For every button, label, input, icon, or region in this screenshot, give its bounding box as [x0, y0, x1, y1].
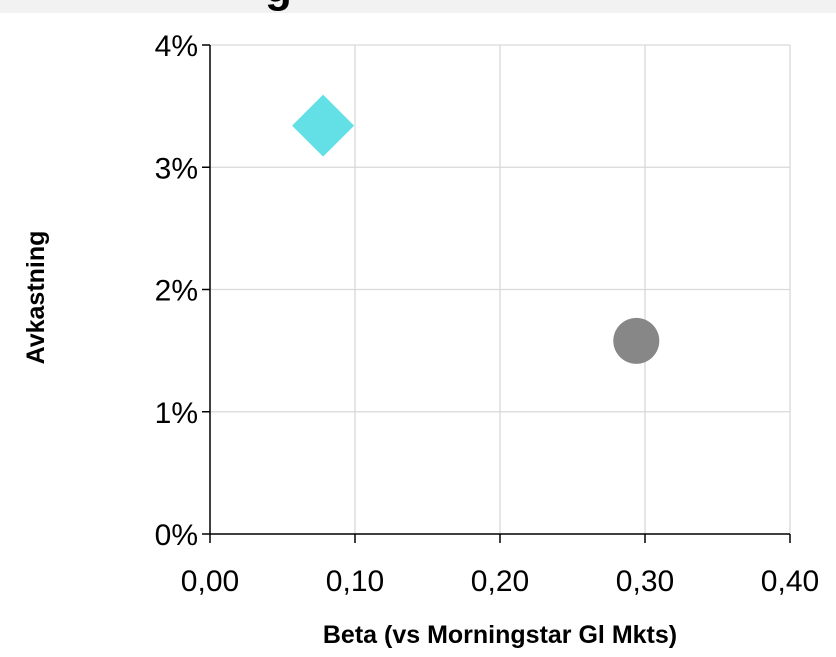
axes: [202, 44, 791, 543]
data-points: [292, 94, 660, 364]
diamond-data-point: [292, 94, 355, 157]
chart-title: g: [265, 0, 292, 10]
grid-lines: [210, 44, 791, 534]
x-tick-label: 0,10: [326, 565, 384, 598]
y-tick-label: 4%: [155, 30, 198, 63]
x-tick-label: 0,00: [181, 565, 239, 598]
x-tick-label: 0,40: [761, 565, 819, 598]
x-tick-label: 0,20: [471, 565, 529, 598]
y-tick-label: 3%: [155, 152, 198, 185]
y-axis-title: Avkastning: [22, 231, 50, 365]
x-tick-label: 0,30: [616, 565, 674, 598]
circle-data-point: [613, 317, 660, 364]
x-axis-title: Beta (vs Morningstar Gl Mkts): [323, 621, 677, 649]
y-tick-label: 1%: [155, 397, 198, 430]
y-tick-label: 0%: [155, 519, 198, 552]
y-tick-label: 2%: [155, 275, 198, 308]
tick-labels: 0% 1% 2% 3% 4% 0,00 0,10 0,20 0,30 0,40: [155, 30, 820, 598]
title-band: g: [0, 0, 836, 13]
